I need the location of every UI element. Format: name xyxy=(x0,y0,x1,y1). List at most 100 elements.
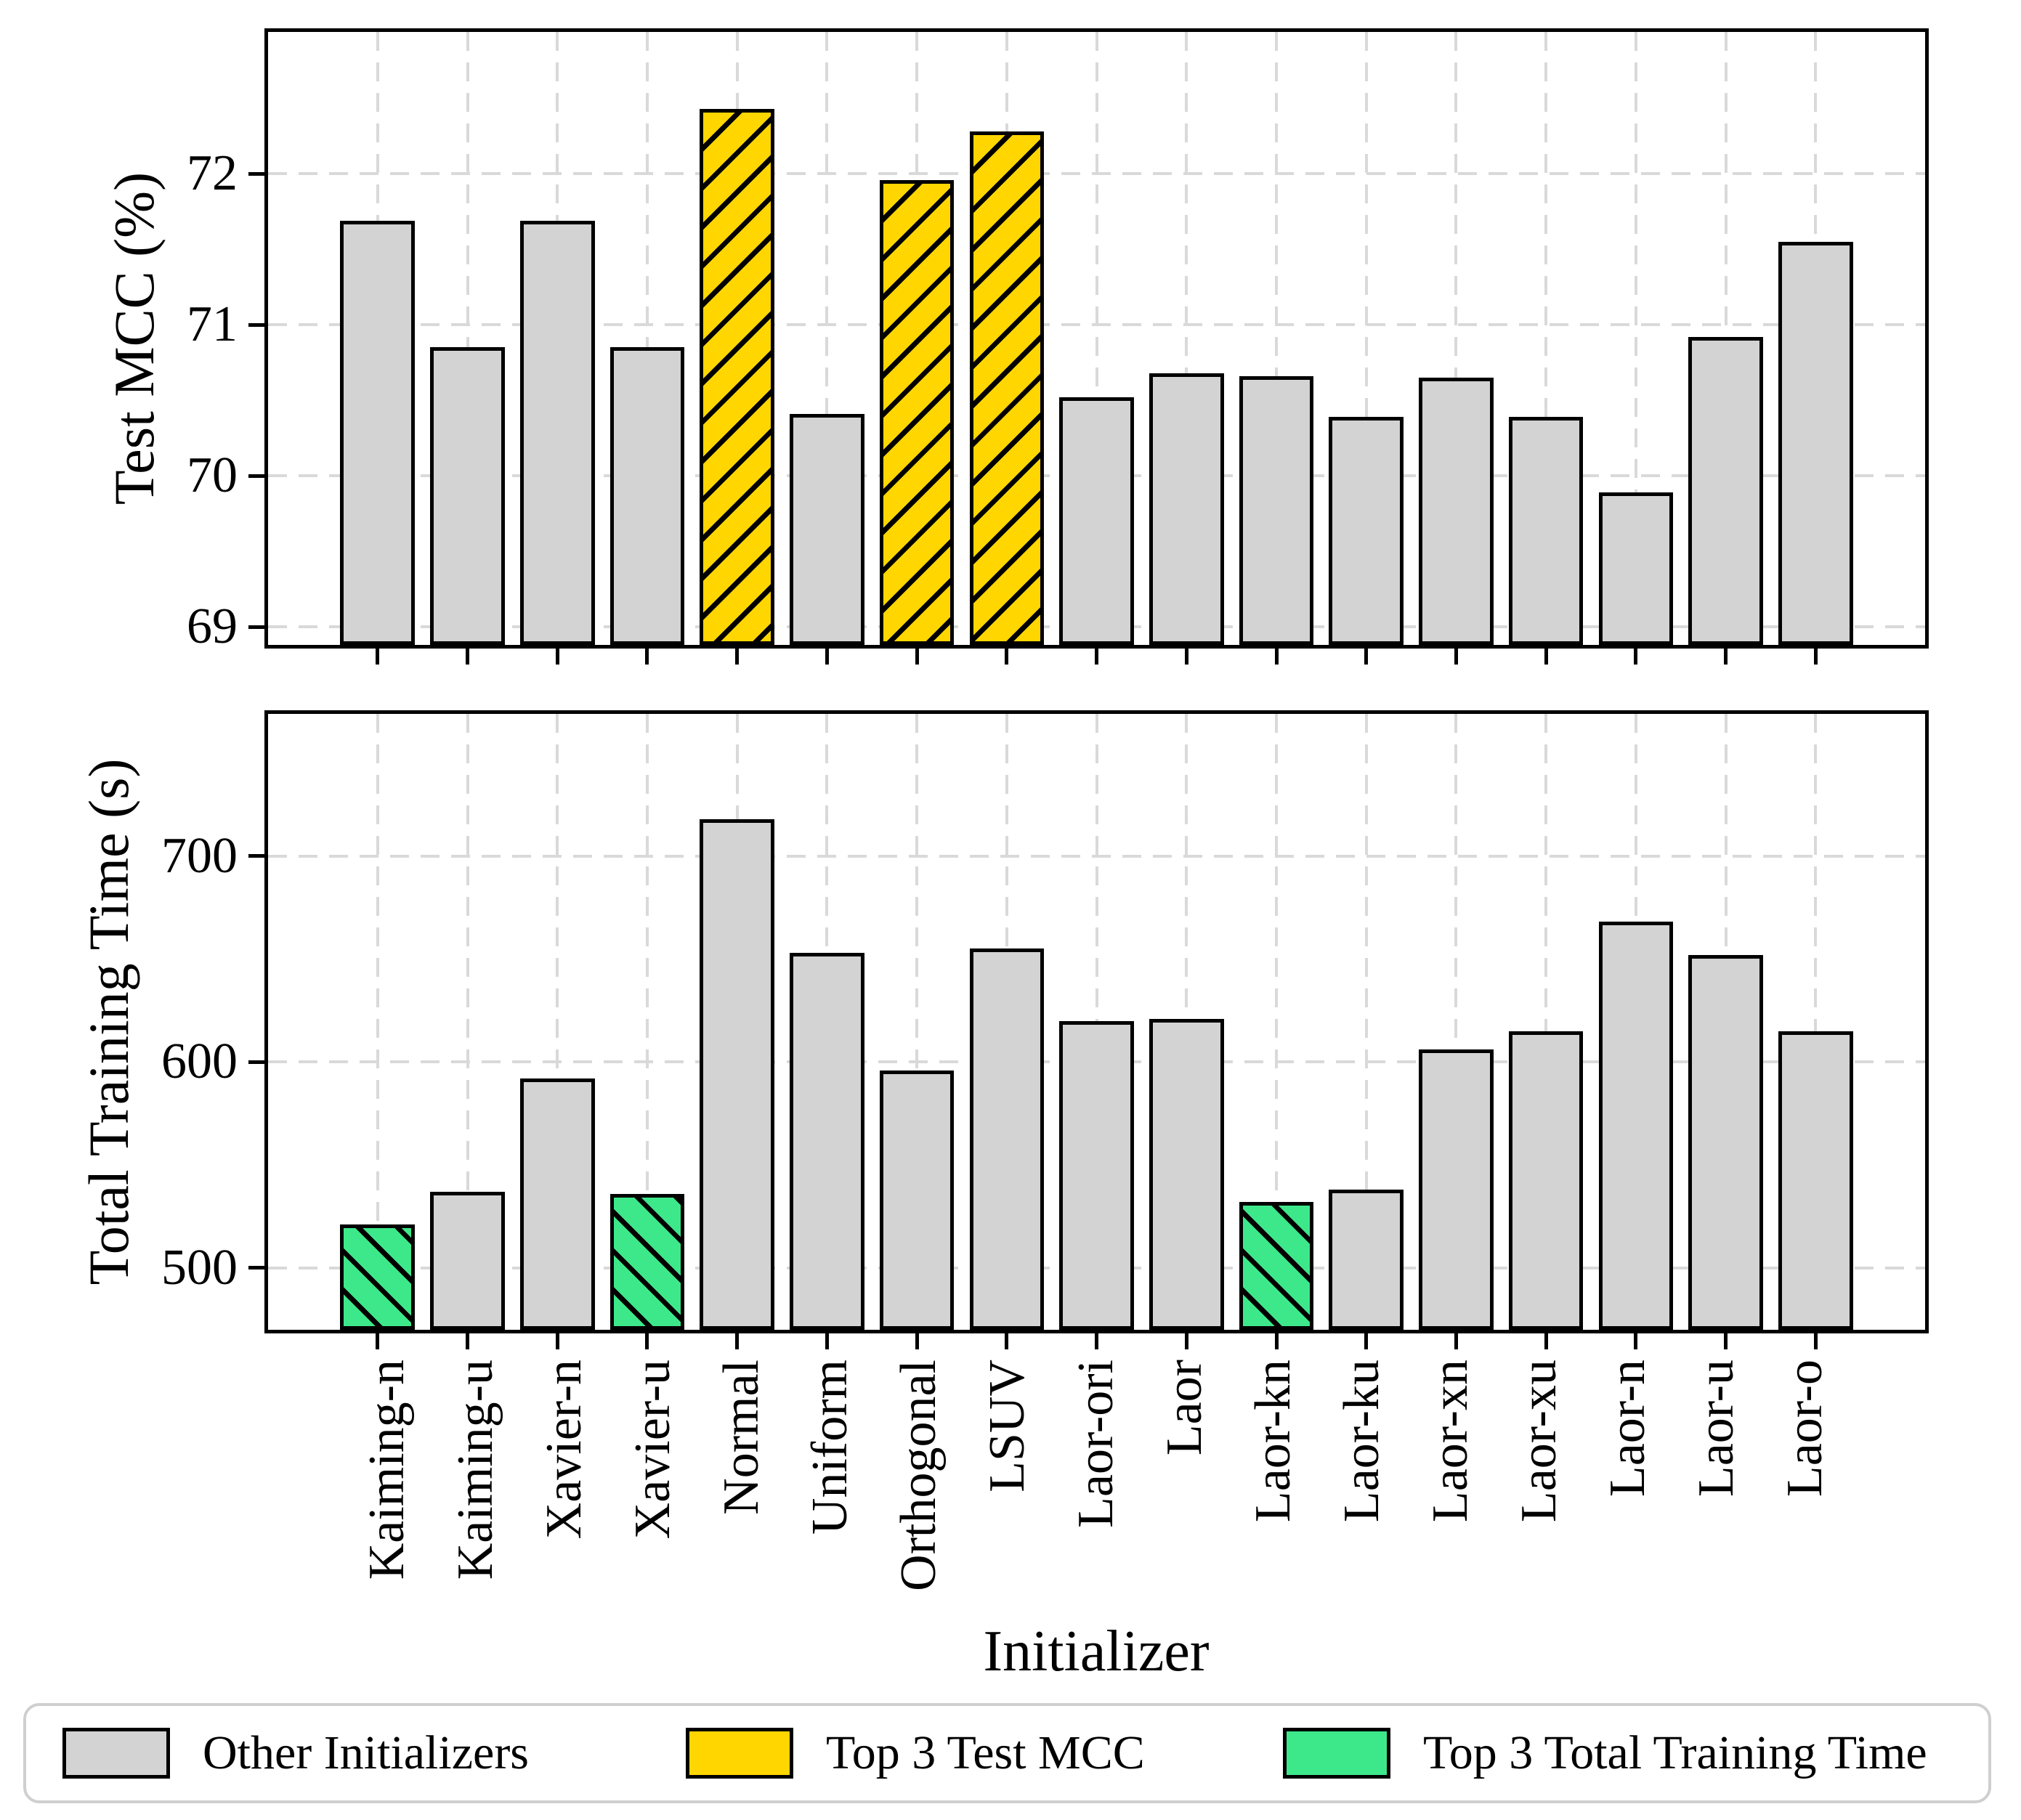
x-tick-Laor-xu xyxy=(1544,1333,1548,1349)
bar-slot-Laor-xn xyxy=(1412,714,1502,1349)
y-tick-label-70: 70 xyxy=(187,447,238,504)
bar-slot-Orthogonal xyxy=(872,32,962,665)
bar-slot-Orthogonal xyxy=(872,714,962,1349)
y-axis-label-mcc: Test MCC (%) xyxy=(102,171,166,505)
x-tick-Laor-kn xyxy=(1274,649,1279,665)
x-tick-Kaiming-n xyxy=(376,1333,380,1349)
y-tick-label-72: 72 xyxy=(187,145,238,202)
x-tick-cell-Laor-ori: Laor-ori xyxy=(1052,1360,1141,1591)
gridline-x-Laor-ku xyxy=(1364,714,1368,1330)
gridline-x-Laor-xn xyxy=(1454,714,1458,1330)
bar-slot-Normal xyxy=(692,32,782,665)
bar-slot-Normal xyxy=(692,714,782,1349)
gridline-x-Laor-ku xyxy=(1364,32,1368,645)
x-tick-cell-Laor: Laor xyxy=(1141,1360,1229,1591)
bar-Laor-o xyxy=(1778,1031,1853,1330)
x-tick-label-Laor-n: Laor-n xyxy=(1600,1360,1656,1498)
bar-slot-Laor-n xyxy=(1591,32,1681,665)
bar-Laor-xn xyxy=(1419,378,1494,645)
x-tick-label-Laor-kn: Laor-kn xyxy=(1245,1360,1302,1523)
y-tick-69 xyxy=(248,625,264,629)
bar-slot-Laor xyxy=(1141,714,1231,1349)
gridline-x-Laor-xu xyxy=(1544,32,1548,645)
gridline-x-Orthogonal xyxy=(915,714,919,1330)
bar-slot-Laor xyxy=(1141,32,1231,665)
x-tick-cell-Laor-xn: Laor-xn xyxy=(1406,1360,1495,1591)
x-tick-label-Xavier-n: Xavier-n xyxy=(536,1360,593,1540)
bar-Kaiming-u xyxy=(430,1191,505,1330)
y-tick-500 xyxy=(248,1266,264,1270)
bar-Laor-kn xyxy=(1239,1202,1314,1330)
bar-Kaiming-n xyxy=(340,220,416,645)
bar-LSUV xyxy=(969,948,1045,1330)
bar-LSUV xyxy=(969,131,1045,645)
bar-Orthogonal xyxy=(879,1070,955,1330)
gridline-x-Laor-n xyxy=(1634,32,1637,645)
bar-Laor-o xyxy=(1778,241,1853,645)
legend: Other Initializers Top 3 Test MCC Top 3 … xyxy=(23,1703,1991,1803)
bar-slot-Kaiming-u xyxy=(423,714,513,1349)
x-tick-Laor-xu xyxy=(1544,649,1548,665)
bar-Xavier-n xyxy=(519,1078,595,1330)
bar-slot-Kaiming-n xyxy=(333,32,423,665)
bar-slot-Kaiming-u xyxy=(423,32,513,665)
gridline-x-Xavier-u xyxy=(645,32,649,645)
bar-Kaiming-n xyxy=(340,1224,416,1330)
bar-slot-Laor-xu xyxy=(1501,32,1591,665)
x-tick-cell-Laor-u: Laor-u xyxy=(1672,1360,1761,1591)
x-tick-Kaiming-u xyxy=(466,649,470,665)
x-tick-Laor-ku xyxy=(1364,1333,1369,1349)
gridline-x-Laor-ori xyxy=(1095,32,1098,645)
bar-slot-Xavier-u xyxy=(602,32,692,665)
gridline-x-Xavier-n xyxy=(556,714,559,1330)
x-tick-label-Laor-ori: Laor-ori xyxy=(1068,1360,1125,1528)
legend-swatch-top-time xyxy=(1283,1728,1390,1779)
bar-slot-Kaiming-n xyxy=(333,714,423,1349)
legend-swatch-top-mcc xyxy=(686,1728,793,1779)
x-tick-cell-Laor-kn: Laor-kn xyxy=(1229,1360,1318,1591)
bar-Uniform xyxy=(790,413,864,645)
x-tick-cell-Uniform: Uniform xyxy=(786,1360,875,1591)
bar-slot-Laor-u xyxy=(1681,32,1771,665)
bar-Orthogonal xyxy=(879,179,955,645)
bar-Uniform xyxy=(790,953,864,1330)
bar-Laor-kn xyxy=(1239,375,1314,645)
time-plot-area: 500 600 700 xyxy=(161,710,1929,1349)
y-tick-700 xyxy=(248,854,264,858)
x-tick-cell-Xavier-n: Xavier-n xyxy=(520,1360,609,1591)
bar-slot-Laor-o xyxy=(1770,32,1860,665)
x-tick-cell-Kaiming-n: Kaiming-n xyxy=(343,1360,432,1591)
y-tick-600 xyxy=(248,1060,264,1064)
gridline-x-Laor xyxy=(1185,32,1188,645)
x-tick-Laor-xn xyxy=(1454,1333,1458,1349)
x-tick-cell-Orthogonal: Orthogonal xyxy=(875,1360,963,1591)
x-tick-label-Laor-xu: Laor-xu xyxy=(1511,1360,1568,1523)
bar-slot-Laor-xu xyxy=(1501,714,1591,1349)
bar-Laor-xu xyxy=(1508,417,1584,645)
x-tick-Laor-n xyxy=(1634,649,1638,665)
x-tick-cell-Laor-n: Laor-n xyxy=(1584,1360,1672,1591)
x-tick-Xavier-n xyxy=(555,1333,559,1349)
bar-slot-Laor-o xyxy=(1770,714,1860,1349)
y-tick-label-600: 600 xyxy=(161,1033,238,1090)
bar-Laor xyxy=(1149,1018,1224,1330)
bar-Laor-n xyxy=(1598,922,1674,1330)
x-tick-Laor-ku xyxy=(1364,649,1369,665)
legend-swatch-other xyxy=(62,1728,170,1779)
x-tick-Orthogonal xyxy=(915,1333,919,1349)
x-tick-Laor-u xyxy=(1724,1333,1728,1349)
x-tick-LSUV xyxy=(1005,1333,1009,1349)
bar-Xavier-n xyxy=(519,220,595,645)
y-tick-label-69: 69 xyxy=(187,598,238,655)
x-tick-cell-Xavier-u: Xavier-u xyxy=(609,1360,697,1591)
x-tick-label-Laor-u: Laor-u xyxy=(1688,1360,1745,1498)
x-tick-Laor xyxy=(1184,649,1188,665)
x-tick-LSUV xyxy=(1005,649,1009,665)
x-tick-label-Uniform: Uniform xyxy=(802,1360,859,1535)
legend-label-top-time: Top 3 Total Training Time xyxy=(1423,1726,1927,1779)
gridline-x-Xavier-u xyxy=(645,714,649,1330)
legend-label-top-mcc: Top 3 Test MCC xyxy=(826,1726,1145,1779)
x-tick-Uniform xyxy=(825,649,829,665)
x-tick-Kaiming-n xyxy=(376,649,380,665)
x-tick-cell-Laor-xu: Laor-xu xyxy=(1495,1360,1584,1591)
